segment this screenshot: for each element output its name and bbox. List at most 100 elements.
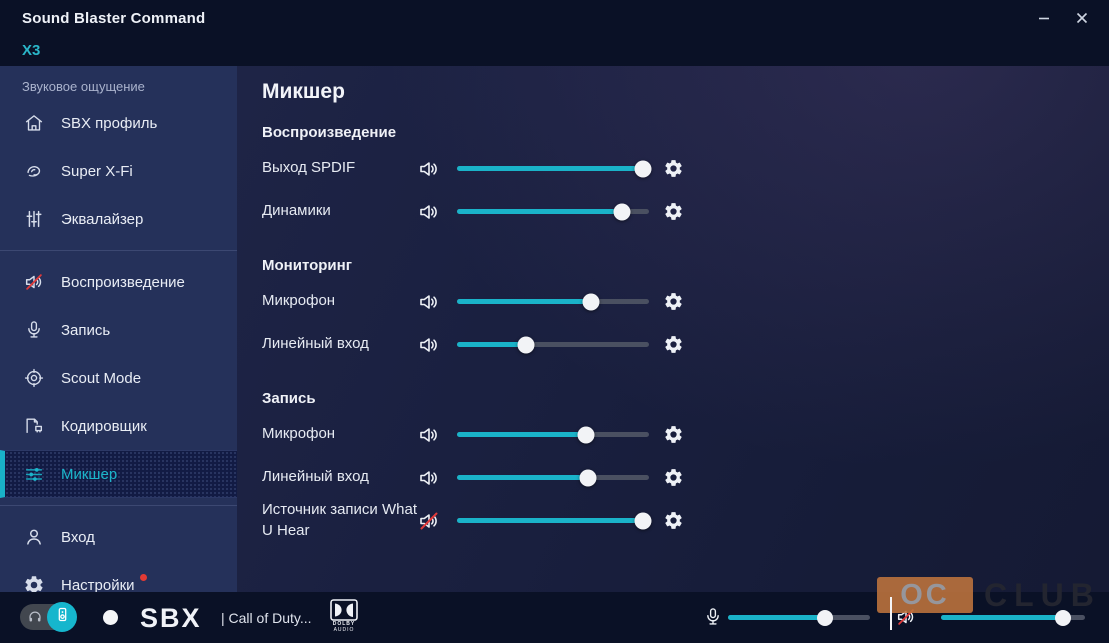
volume-slider[interactable] [457, 336, 649, 353]
sidebar-item-super-x-fi[interactable]: Super X-Fi [0, 147, 237, 195]
superxfi-icon [22, 159, 46, 183]
sidebar-divider [0, 505, 237, 506]
volume-slider[interactable] [457, 293, 649, 310]
sidebar-item-label: Super X-Fi [61, 162, 133, 180]
slider-thumb[interactable] [517, 336, 535, 353]
slider-thumb[interactable] [613, 203, 631, 220]
sidebar-item-label: SBX профиль [61, 114, 158, 132]
slider-fill [457, 299, 592, 304]
sidebar-item-label: Вход [61, 528, 95, 546]
sidebar-item-recording[interactable]: Запись [0, 306, 237, 354]
sidebar-items: SBX профиль Super X-Fi Эквалайзер Воспро… [0, 99, 237, 592]
sidebar-item-sbx-profile[interactable]: SBX профиль [0, 99, 237, 147]
sidebar-item-settings[interactable]: Настройки [0, 561, 237, 592]
bottombar-divider [890, 597, 892, 630]
speaker-mute-icon[interactable] [417, 333, 457, 357]
volume-slider[interactable] [457, 469, 649, 486]
mixer-sections: Воспроизведение Выход SPDIF Динамики Мон… [262, 124, 1109, 542]
mixer-row: Микрофон [262, 280, 1109, 323]
slider-fill [457, 209, 623, 214]
mixer-row: Линейный вход [262, 323, 1109, 366]
sidebar-item-label: Воспроизведение [61, 273, 185, 291]
record-dot[interactable] [103, 610, 118, 625]
slider-fill [457, 342, 527, 347]
channel-gear-icon[interactable] [663, 510, 684, 531]
page-title: Микшер [262, 80, 345, 103]
channel-gear-icon[interactable] [663, 158, 684, 179]
sidebar-item-label: Настройки [61, 573, 147, 592]
channel-label: Линейный вход [262, 468, 369, 486]
mixer-row: Источник записи What U Hear [262, 499, 1109, 542]
slider-fill [457, 475, 588, 480]
speaker-icon [22, 270, 46, 294]
mixer-row: Динамики [262, 190, 1109, 233]
channel-gear-icon[interactable] [663, 201, 684, 222]
sidebar-item-scout-mode[interactable]: Scout Mode [0, 354, 237, 402]
channel-gear-icon[interactable] [663, 467, 684, 488]
speaker-mute-icon[interactable] [417, 466, 457, 490]
sidebar-item-label: Запись [61, 321, 111, 339]
sidebar-item-encoder[interactable]: Кодировщик [0, 402, 237, 450]
slider-thumb[interactable] [579, 469, 597, 486]
speaker-mute-icon[interactable] [417, 423, 457, 447]
mixer-rows: Выход SPDIF Динамики [262, 147, 1109, 233]
channel-gear-icon[interactable] [663, 334, 684, 355]
mixer-row: Микрофон [262, 413, 1109, 456]
slider-thumb[interactable] [816, 609, 833, 626]
speaker-mute-icon[interactable] [417, 200, 457, 224]
mixer-section: Мониторинг Микрофон Линейный вход [262, 257, 1109, 366]
mixer-section-title: Воспроизведение [262, 124, 397, 141]
slider-thumb[interactable] [634, 512, 652, 529]
speaker-volume-slider[interactable] [941, 609, 1085, 626]
mixer-section-title: Запись [262, 390, 316, 407]
app-title: Sound Blaster Command [22, 10, 206, 27]
user-icon [22, 525, 46, 549]
mic-volume-slider[interactable] [728, 609, 870, 626]
watermark-club: CLUB [984, 577, 1101, 613]
speaker-mute-icon[interactable] [417, 157, 457, 181]
sidebar-item-label: Кодировщик [61, 417, 147, 435]
gear-icon [22, 573, 46, 592]
close-button[interactable] [1069, 8, 1095, 32]
slider-fill [457, 166, 644, 171]
slider-thumb[interactable] [582, 293, 600, 310]
channel-gear-icon[interactable] [663, 291, 684, 312]
sbx-logo: SBX [140, 603, 202, 633]
volume-slider[interactable] [457, 426, 649, 443]
sidebar-item-mixer[interactable]: Микшер [0, 450, 237, 498]
dolby-icon [328, 599, 360, 621]
channel-label: Выход SPDIF [262, 159, 356, 177]
mixer-row: Выход SPDIF [262, 147, 1109, 190]
home-icon [22, 111, 46, 135]
volume-slider[interactable] [457, 512, 652, 529]
channel-label: Микрофон [262, 425, 336, 443]
close-icon [1075, 11, 1089, 30]
sidebar-item-playback[interactable]: Воспроизведение [0, 258, 237, 306]
slider-thumb[interactable] [634, 160, 652, 177]
speaker-mute-icon[interactable] [417, 290, 457, 314]
slider-thumb[interactable] [577, 426, 595, 443]
sidebar-item-label: Эквалайзер [61, 210, 144, 228]
minimize-button[interactable] [1031, 8, 1057, 32]
notification-badge [139, 573, 147, 581]
speakers-icon [54, 606, 71, 628]
sidebar-item-equalizer[interactable]: Эквалайзер [0, 195, 237, 243]
dolby-audio-logo: DOLBY AUDIO [328, 599, 360, 633]
output-device-toggle[interactable] [20, 602, 77, 632]
minimize-icon [1037, 11, 1051, 30]
mixer-rows: Микрофон Линейный вход Источник записи W… [262, 413, 1109, 542]
volume-slider[interactable] [457, 160, 652, 177]
slider-fill [457, 432, 586, 437]
sidebar-item-login[interactable]: Вход [0, 513, 237, 561]
volume-slider[interactable] [457, 203, 649, 220]
device-model: X3 [22, 42, 41, 59]
channel-gear-icon[interactable] [663, 424, 684, 445]
active-profile-label[interactable]: | Call of Duty... [221, 610, 312, 626]
microphone-icon [702, 606, 724, 633]
slider-thumb[interactable] [1055, 609, 1072, 626]
microphone-icon [22, 318, 46, 342]
equalizer-icon [22, 207, 46, 231]
speaker-mute-icon[interactable] [417, 509, 457, 533]
mixer-panel: Микшер Воспроизведение Выход SPDIF Динам… [237, 66, 1109, 592]
mixer-section: Запись Микрофон Линейный вход Источник з… [262, 390, 1109, 542]
